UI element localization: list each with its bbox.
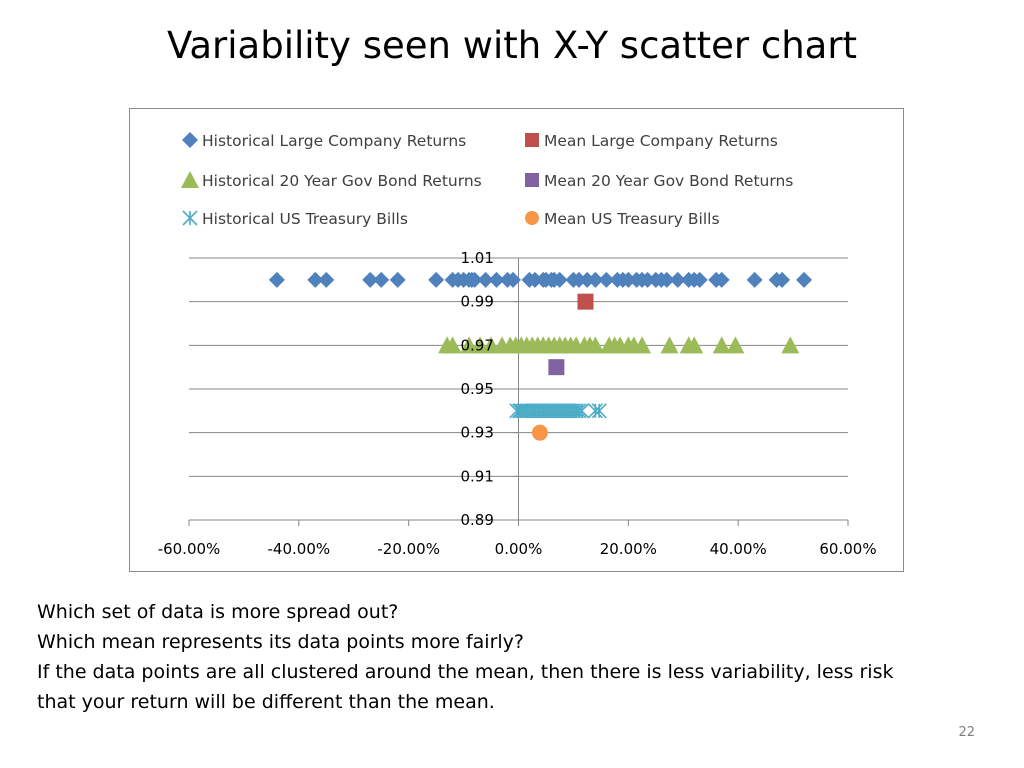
legend-label: Historical Large Company Returns [202,132,466,150]
slide-title: Variability seen with X-Y scatter chart [166,24,858,67]
data-point [443,336,462,354]
data-point [428,271,445,288]
data-point [488,271,505,288]
data-point [620,271,637,288]
data-point [587,271,604,288]
data-point [181,171,199,188]
data-point [548,359,565,376]
legend-label: Mean Large Company Returns [544,132,778,150]
data-point [268,271,285,288]
data-point [591,403,607,419]
x-tick-label: -60.00% [158,540,221,558]
y-tick-label: 0.91 [461,467,494,485]
data-point [726,336,745,354]
y-tick-label: 0.95 [461,380,494,398]
data-point [660,336,679,354]
data-point [477,271,494,288]
body-line: that your return will be different than … [37,691,495,713]
data-point [577,293,594,310]
data-point [586,336,605,354]
data-point [466,271,483,288]
data-point [633,336,652,354]
legend-marker [525,173,539,187]
data-point [551,271,568,288]
data-point [639,271,656,288]
data-point [182,132,198,148]
body-line: Which mean represents its data points mo… [37,631,524,653]
legend-marker [525,133,539,147]
scatter-chart: 1.01 0.99 0.97 0.95 0.93 0.91 0.89 -60.00% -40.0… [129,108,904,572]
data-point [691,271,708,288]
y-tick-label: 0.93 [461,424,494,442]
data-point [579,271,596,288]
x-tick-label: 0.00% [495,540,543,558]
body-line: If the data points are all clustered aro… [37,661,894,683]
data-point [712,336,731,354]
data-point [574,403,590,419]
data-point [570,271,587,288]
data-point [318,271,335,288]
data-point [505,271,522,288]
slide-number: 22 [958,725,975,740]
data-point [182,210,198,226]
data-point [307,271,324,288]
x-tick-label: -40.00% [268,540,331,558]
x-tick-label: 20.00% [600,540,657,558]
x-tick-label: 40.00% [710,540,767,558]
legend-label: Historical US Treasury Bills [202,210,408,228]
legend-label: Historical 20 Year Gov Bond Returns [202,172,482,190]
legend-label: Mean 20 Year Gov Bond Returns [544,172,793,190]
data-point [796,271,813,288]
y-tick-label: 0.97 [461,336,494,354]
body-text: Which set of data is more spread out? Wh… [37,597,987,717]
data-point [571,403,587,419]
chart-svg: 1.01 0.99 0.97 0.95 0.93 0.91 0.89 -60.00% -40.0… [158,132,877,558]
x-tick-label: 60.00% [819,540,876,558]
y-tick-label: 0.99 [461,293,494,311]
body-line: Which set of data is more spread out? [37,601,399,623]
data-point [531,424,548,441]
legend-marker [525,211,539,225]
data-point [781,336,800,354]
data-point [658,271,675,288]
data-point [774,271,791,288]
data-point [526,271,543,288]
legend-label: Mean US Treasury Bills [544,210,720,228]
data-point [713,271,730,288]
data-point [746,271,763,288]
y-tick-label: 1.01 [461,249,494,267]
data-point [685,336,704,354]
data-point [373,271,390,288]
y-tick-label: 0.89 [461,511,494,529]
x-tick-label: -20.00% [377,540,440,558]
data-point [598,271,615,288]
data-point [669,271,686,288]
data-point [362,271,379,288]
data-point [389,271,406,288]
